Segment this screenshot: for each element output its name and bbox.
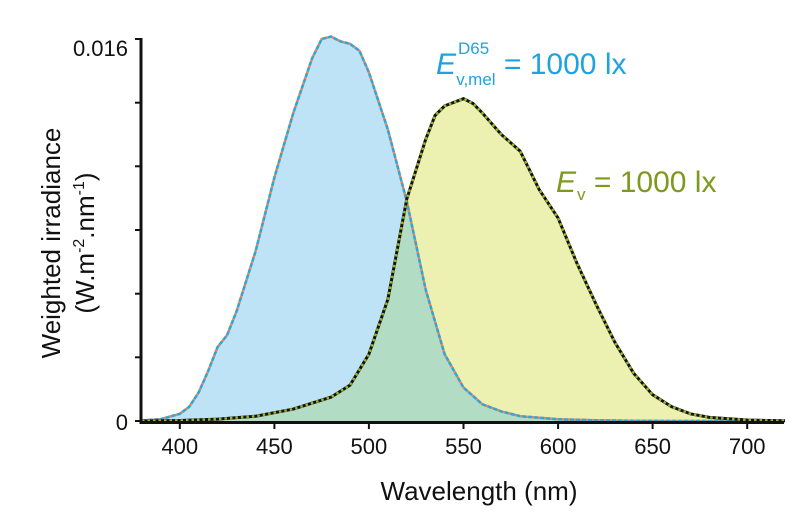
x-tick-labels: 400 450 500 550 600 650 700 xyxy=(161,434,765,459)
annot-mel-rest: = 1000 lx xyxy=(496,48,627,81)
x-ticks xyxy=(178,422,749,429)
annot-mel-sup: D65 xyxy=(458,39,489,58)
area-layer xyxy=(142,36,785,421)
melanopic-line xyxy=(142,35,785,423)
x-tick-label-500: 500 xyxy=(351,434,388,459)
axes xyxy=(135,38,784,429)
y-unit-exp1: -2 xyxy=(71,239,88,253)
y-unit-exp2: -1 xyxy=(71,181,88,195)
x-tick-label-600: 600 xyxy=(540,434,577,459)
x-tick-label-650: 650 xyxy=(634,434,671,459)
melanopic-area xyxy=(142,36,785,421)
y-axis-title-line2: (W.m-2.nm-1) xyxy=(70,172,100,313)
annot-vis-sub: v xyxy=(577,185,586,204)
photopic-area xyxy=(142,98,785,421)
y-unit-mid: .nm xyxy=(70,195,100,238)
line-layer xyxy=(142,35,785,423)
x-tick-label-450: 450 xyxy=(256,434,293,459)
y-tick-label-max: 0.016 xyxy=(73,36,128,61)
annot-vis-rest: = 1000 lx xyxy=(586,166,717,199)
y-minor-ticks xyxy=(135,38,142,422)
annot-mel-sub: v,mel xyxy=(456,70,495,89)
photopic-dotted-line xyxy=(142,97,785,423)
y-tick-label-zero: 0 xyxy=(116,410,128,435)
y-axis-title: Weighted irradiance (W.m-2.nm-1) xyxy=(36,128,100,359)
annot-vis-E: E xyxy=(556,166,577,199)
annot-mel-E: E xyxy=(436,48,457,81)
y-axis-title-line1: Weighted irradiance xyxy=(36,128,66,359)
x-tick-label-400: 400 xyxy=(161,434,198,459)
x-tick-label-700: 700 xyxy=(729,434,766,459)
y-unit-end: ) xyxy=(70,172,100,181)
photopic-annotation: Ev = 1000 lx xyxy=(556,166,716,204)
x-tick-label-550: 550 xyxy=(445,434,482,459)
y-unit-base: (W.m xyxy=(70,253,100,314)
melanopic-annotation: E D65 v,mel = 1000 lx xyxy=(436,39,627,89)
x-axis-title: Wavelength (nm) xyxy=(381,476,578,506)
